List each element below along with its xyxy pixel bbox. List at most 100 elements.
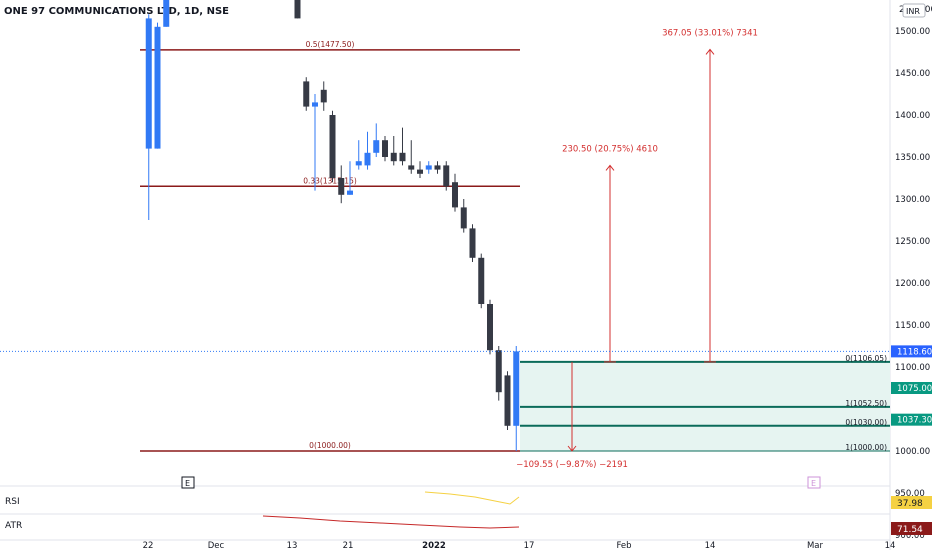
candle[interactable] <box>399 127 406 166</box>
candle[interactable] <box>452 173 458 212</box>
price-tick-label: 1350.00 <box>895 153 930 163</box>
candle[interactable] <box>417 161 423 178</box>
candle[interactable] <box>460 199 467 233</box>
time-tick-label: Dec <box>208 541 225 550</box>
price-tick-label: 900.00 <box>895 531 925 541</box>
currency-label: INR <box>906 7 920 16</box>
candle-body <box>408 165 415 170</box>
candle[interactable] <box>495 346 502 401</box>
earnings-event-marker[interactable] <box>181 476 195 489</box>
candle[interactable] <box>294 0 301 19</box>
candle-body <box>382 140 388 157</box>
rsi-value-tag <box>891 496 932 509</box>
time-axis[interactable]: 22 Dec 13 21 2022 17 Feb 14 Mar 14 <box>143 541 896 550</box>
candle[interactable] <box>513 346 520 451</box>
candle-body <box>460 207 467 229</box>
time-tick-label: 14 <box>705 541 716 550</box>
candlestick-series[interactable] <box>137 0 520 451</box>
candle[interactable] <box>154 22 161 149</box>
candle-body <box>399 152 406 162</box>
candle[interactable] <box>382 136 388 162</box>
candle[interactable] <box>145 14 152 220</box>
candle[interactable] <box>303 77 310 111</box>
candle-body <box>373 140 380 153</box>
price-tick-label: 1100.00 <box>895 363 930 373</box>
candle[interactable] <box>364 131 371 170</box>
candle-body <box>443 165 450 187</box>
currency-badge[interactable] <box>902 3 926 18</box>
candle-body <box>513 351 520 426</box>
price-tag <box>891 413 932 426</box>
time-tick-label: 22 <box>143 541 154 550</box>
right-fib-zone[interactable]: 0(1106.05) 1(1052.50) 0(1030.00) 1(1000.00) <box>520 354 890 452</box>
candle-body <box>364 152 371 166</box>
price-tick-label: 1000.00 <box>895 447 930 457</box>
candle[interactable] <box>329 110 336 183</box>
candle-body <box>347 190 353 195</box>
time-tick-label: 17 <box>524 541 535 550</box>
candle[interactable] <box>487 299 493 355</box>
candle-body <box>452 182 458 208</box>
price-projections[interactable]: 367.05 (33.01%) 7341 230.50 (20.75%) 4610… <box>0 28 890 470</box>
time-tick-label: 14 <box>885 541 896 550</box>
candle[interactable] <box>320 81 327 111</box>
rsi-value: 37.98 <box>897 499 923 509</box>
price-tag-label: 1075.00 <box>897 384 932 394</box>
candle-body <box>154 26 161 149</box>
price-tick-label: 1150.00 <box>895 321 930 331</box>
candle-body <box>425 165 432 170</box>
candle[interactable] <box>469 224 476 262</box>
candle[interactable] <box>443 161 450 191</box>
candle[interactable] <box>163 0 170 27</box>
candle-body <box>145 18 152 149</box>
candle-body <box>294 0 301 19</box>
price-tick-label: 1450.00 <box>895 69 930 79</box>
atr-line <box>262 515 520 529</box>
price-tick-label: 1200.00 <box>895 279 930 289</box>
future-earnings-event-marker[interactable] <box>807 476 821 489</box>
projection-label: 230.50 (20.75%) 4610 <box>562 144 658 154</box>
projection-label: 367.05 (33.01%) 7341 <box>662 28 758 38</box>
candle-body <box>355 161 362 166</box>
candle[interactable] <box>355 140 362 170</box>
candle-body <box>338 178 345 195</box>
candle[interactable] <box>347 161 353 195</box>
candle[interactable] <box>312 94 318 191</box>
candle-body <box>434 165 441 170</box>
candle-body <box>417 169 423 174</box>
rsi-line <box>424 491 520 505</box>
time-tick-label: 2022 <box>422 541 446 550</box>
earnings-event-label: E <box>185 479 190 488</box>
projection-arrowhead <box>567 445 577 452</box>
candle[interactable] <box>373 123 380 157</box>
candle-body <box>469 228 476 258</box>
price-tick-label: 1300.00 <box>895 195 930 205</box>
candle-body <box>390 152 397 162</box>
candle[interactable] <box>434 161 441 174</box>
fib-level-label: 0(1000.00) <box>309 441 351 450</box>
candle[interactable] <box>504 371 511 430</box>
candle-body <box>303 81 310 107</box>
zone-level-label: 0(1030.00) <box>845 418 887 427</box>
price-tick-label: 950.00 <box>895 489 925 499</box>
zone-level-label: 1(1000.00) <box>845 443 887 452</box>
price-tags: 1118.60 1075.00 1037.30 <box>891 345 932 426</box>
candle[interactable] <box>408 140 415 174</box>
candle-body <box>312 102 318 107</box>
candle-body <box>163 0 170 27</box>
candle-body <box>329 115 336 178</box>
candle[interactable] <box>478 253 485 309</box>
price-tag-label: 1037.30 <box>897 416 932 426</box>
candle[interactable] <box>390 136 397 166</box>
candle[interactable] <box>425 161 432 174</box>
candle-body <box>478 257 485 304</box>
fibonacci-retracement[interactable]: 1(1955.00)0.66(1630.30)0.5(1477.50)0.33(… <box>140 0 520 452</box>
future-earnings-event-label: E <box>811 479 816 488</box>
time-tick-label: 13 <box>287 541 298 550</box>
price-tick-label: 1500.00 <box>895 27 930 37</box>
candle[interactable] <box>338 165 345 204</box>
price-axis[interactable]: 1950.001900.001850.001800.001750.001700.… <box>895 0 930 541</box>
fib-level-label: 0.5(1477.50) <box>306 40 355 49</box>
candle-body <box>495 350 502 393</box>
